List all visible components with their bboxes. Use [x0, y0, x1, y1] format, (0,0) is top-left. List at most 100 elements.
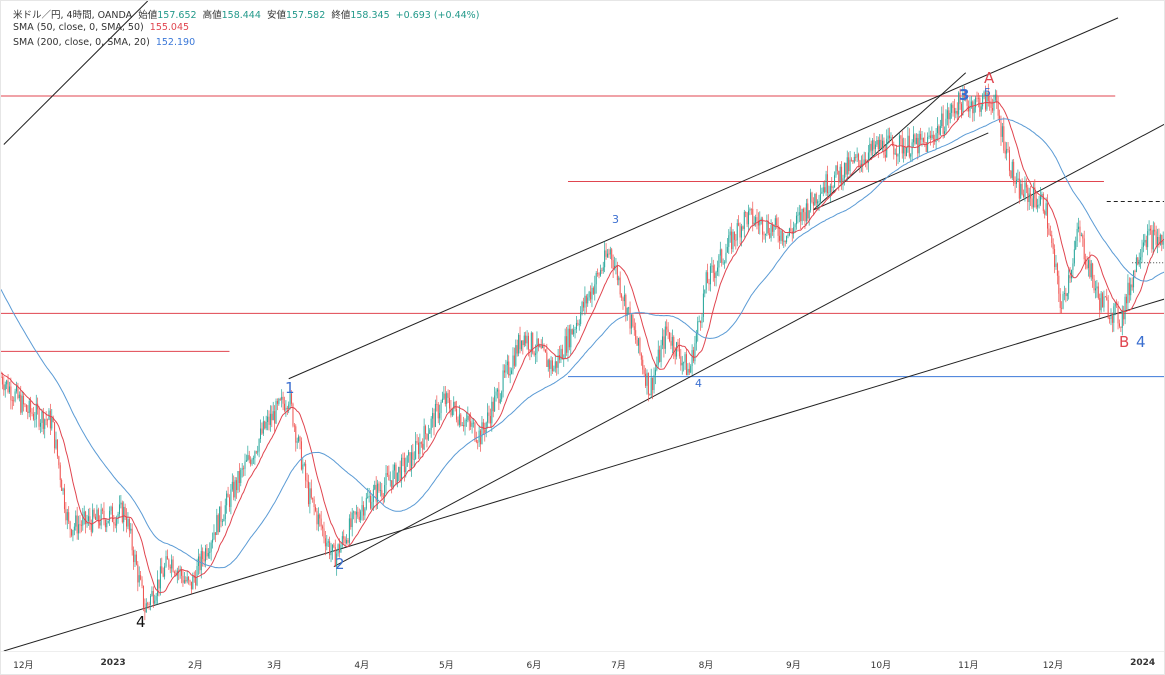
candle: [963, 93, 965, 99]
candle: [66, 512, 68, 521]
candle: [320, 518, 322, 527]
price-chart[interactable]: [1, 1, 1165, 651]
candle: [203, 559, 205, 562]
candle: [240, 469, 242, 483]
legend-sma50[interactable]: SMA (50, close, 0, SMA, 50) 155.045: [13, 22, 189, 33]
candle: [275, 401, 277, 424]
candle: [416, 441, 418, 443]
candle: [853, 156, 855, 163]
candle: [725, 252, 727, 263]
candle: [834, 175, 836, 188]
candle: [120, 502, 122, 505]
candle: [406, 455, 408, 467]
candle: [1044, 211, 1046, 215]
candle: [93, 509, 95, 517]
candle: [783, 240, 785, 242]
candle: [205, 548, 207, 562]
candle: [100, 509, 102, 526]
candle: [258, 439, 260, 452]
candle: [621, 294, 623, 298]
candle: [255, 451, 257, 453]
candle: [231, 481, 233, 490]
candle: [673, 336, 675, 352]
candle: [1089, 260, 1091, 278]
candle: [904, 146, 906, 157]
candle: [316, 510, 318, 525]
wave-label-3-minor: 3: [612, 213, 619, 226]
candle: [168, 559, 170, 567]
candle: [241, 468, 243, 470]
candle: [914, 134, 916, 144]
candle: [676, 342, 678, 357]
candle: [1113, 306, 1115, 323]
candle: [983, 91, 985, 96]
candle: [461, 424, 463, 426]
candle: [608, 253, 610, 255]
candle: [398, 466, 400, 473]
candle: [330, 551, 332, 556]
candle: [547, 360, 549, 367]
candle: [843, 162, 845, 179]
candle: [51, 417, 53, 429]
candle: [512, 355, 514, 371]
candle: [399, 466, 401, 481]
candle: [487, 412, 489, 423]
candle: [1058, 275, 1060, 294]
candle: [210, 542, 212, 552]
candle: [867, 152, 869, 164]
legend-sma200[interactable]: SMA (200, close, 0, SMA, 20) 152.190: [13, 37, 195, 48]
candle: [415, 441, 417, 459]
candle: [537, 338, 539, 347]
candle: [922, 137, 924, 142]
time-axis[interactable]: 12月 2023 2月 3月 4月 5月 6月 7月 8月 9月 10月 11月 12月 2024: [1, 651, 1164, 674]
candle: [674, 351, 676, 357]
candle: [623, 294, 625, 302]
candle: [405, 466, 407, 473]
candle: [714, 272, 716, 279]
candle: [409, 452, 411, 471]
candle: [771, 225, 773, 232]
candle: [577, 322, 579, 325]
candle: [873, 140, 875, 150]
wave-label-5: 5: [984, 86, 991, 99]
candle: [76, 515, 78, 534]
candle: [269, 413, 271, 425]
candle: [403, 458, 405, 473]
candle: [925, 142, 927, 152]
candle: [937, 126, 939, 134]
candle: [661, 336, 663, 346]
wave-label-4-minor: 4: [695, 377, 702, 390]
candle: [618, 277, 620, 281]
candle: [551, 360, 553, 372]
candle: [83, 511, 85, 517]
candle: [615, 265, 617, 267]
candle: [243, 468, 245, 470]
candle: [649, 394, 651, 396]
candle: [663, 336, 665, 349]
candle: [832, 187, 834, 189]
candle: [104, 519, 106, 528]
candle: [343, 536, 345, 539]
candle: [1072, 263, 1074, 270]
candle: [994, 94, 996, 100]
candle: [464, 420, 466, 427]
candle: [420, 442, 422, 444]
candle: [55, 439, 57, 449]
candle: [276, 401, 278, 404]
candle: [1155, 231, 1157, 245]
candle: [728, 235, 730, 247]
candle: [993, 99, 995, 111]
candle: [807, 203, 809, 219]
candle: [745, 212, 747, 213]
candle: [666, 326, 668, 330]
candle: [436, 403, 438, 405]
candle: [423, 426, 425, 450]
candle: [762, 218, 764, 235]
candle: [654, 369, 656, 376]
candle: [195, 577, 197, 586]
candle: [1041, 194, 1043, 197]
candle: [863, 159, 865, 165]
candle: [568, 328, 570, 348]
candle: [992, 107, 994, 111]
candle: [45, 419, 47, 421]
